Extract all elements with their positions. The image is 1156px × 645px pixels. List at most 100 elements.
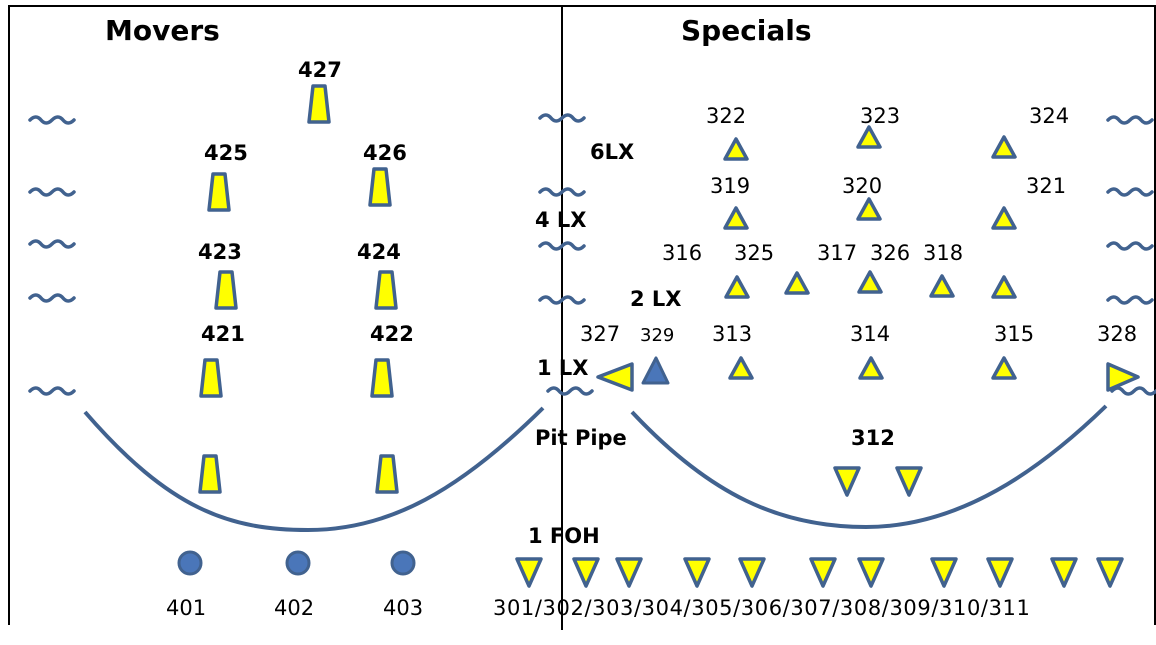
spot-triangle-icon [833,466,861,497]
mover-fixture-icon [214,270,238,310]
mover-label: 423 [198,240,242,264]
spot-triangle-icon [895,466,923,497]
section-divider [561,5,563,630]
cable-squiggle-icon [546,386,594,396]
mover-fixture-icon [375,454,399,494]
mover-label: 425 [204,141,248,165]
special-label: 323 [860,104,901,128]
special-label: 315 [994,322,1035,346]
mover-fixture-icon [198,454,222,494]
special-label: 318 [923,241,964,265]
mover-fixture-icon [199,358,223,398]
special-label: 314 [850,322,891,346]
pipe-label-foh: 1 FOH [528,524,600,548]
spot-triangle-icon [991,356,1017,380]
spot-triangle-icon [991,275,1017,299]
floor-unit-label: 402 [274,596,315,620]
special-label: 328 [1097,322,1138,346]
special-label: 326 [870,241,911,265]
spot-triangle-icon [723,137,749,161]
cable-squiggle-icon [1106,241,1154,251]
spot-triangle-icon [930,557,958,588]
mover-label: 421 [201,322,245,346]
pit-pipe-curve-left [83,406,545,533]
cable-squiggle-icon [28,386,76,396]
spot-triangle-icon [784,271,810,295]
floor-unit-label: 401 [166,596,207,620]
pipe-label-pit: Pit Pipe [535,426,627,450]
special-label: 321 [1026,174,1067,198]
cable-squiggle-icon [538,295,586,305]
spot-triangle-icon [572,557,600,588]
spot-triangle-icon [641,356,670,385]
pit-pipe-curve-right [630,404,1108,530]
pipe-label-1lx: 1 LX [537,356,589,380]
spot-triangle-icon [858,356,884,380]
floor-unit-icon [390,550,416,576]
special-label: 322 [706,104,747,128]
spot-triangle-icon [1096,557,1124,588]
pit-special-label: 312 [851,426,895,450]
cable-squiggle-icon [28,239,76,249]
spot-triangle-icon [723,206,749,230]
mover-label: 426 [363,141,407,165]
spot-triangle-icon [856,125,882,149]
special-label: 319 [710,174,751,198]
cable-squiggle-icon [28,115,76,125]
spot-triangle-icon [809,557,837,588]
cable-squiggle-icon [1106,187,1154,197]
cable-squiggle-icon [538,187,586,197]
mover-label: 424 [357,240,401,264]
cable-squiggle-icon [1106,115,1154,125]
mover-label: 422 [370,322,414,346]
spot-triangle-icon [857,270,883,294]
pipe-label-2lx: 2 LX [630,287,682,311]
spot-triangle-icon [728,356,754,380]
cable-squiggle-icon [538,113,586,123]
spot-triangle-icon [683,557,711,588]
spot-triangle-icon [515,557,543,588]
special-label: 316 [662,241,703,265]
special-label: 317 [817,241,858,265]
mover-label: 427 [298,58,342,82]
spot-triangle-icon [1106,362,1140,392]
special-label: 327 [580,322,621,346]
spot-triangle-icon [986,557,1014,588]
cable-squiggle-icon [1110,386,1156,396]
foh-units-label: 301/302/303/304/305/306/307/308/309/310/… [493,596,1031,620]
section-title-movers: Movers [105,14,220,47]
spot-triangle-icon [615,557,643,588]
spot-triangle-icon [738,557,766,588]
cable-squiggle-icon [28,187,76,197]
special-label: 329 [640,325,675,346]
special-label: 324 [1029,104,1070,128]
spot-triangle-icon [929,274,955,298]
section-title-specials: Specials [681,14,812,47]
plot-frame [8,5,1156,625]
spot-triangle-icon [724,275,750,299]
mover-fixture-icon [370,358,394,398]
floor-unit-label: 403 [383,596,424,620]
mover-fixture-icon [307,84,331,124]
spot-triangle-icon [991,135,1017,159]
spot-triangle-icon [991,206,1017,230]
mover-fixture-icon [368,167,392,207]
mover-fixture-icon [207,172,231,212]
spot-triangle-icon [857,557,885,588]
cable-squiggle-icon [538,241,586,251]
cable-squiggle-icon [28,293,76,303]
pipe-label-4lx: 4 LX [535,208,587,232]
special-label: 320 [842,174,883,198]
spot-triangle-icon [856,197,882,221]
spot-triangle-icon [596,362,634,392]
floor-unit-icon [177,550,203,576]
cable-squiggle-icon [1106,295,1154,305]
pipe-label-6lx: 6LX [590,140,635,164]
special-label: 325 [734,241,775,265]
floor-unit-icon [285,550,311,576]
mover-fixture-icon [374,270,398,310]
special-label: 313 [712,322,753,346]
spot-triangle-icon [1050,557,1078,588]
